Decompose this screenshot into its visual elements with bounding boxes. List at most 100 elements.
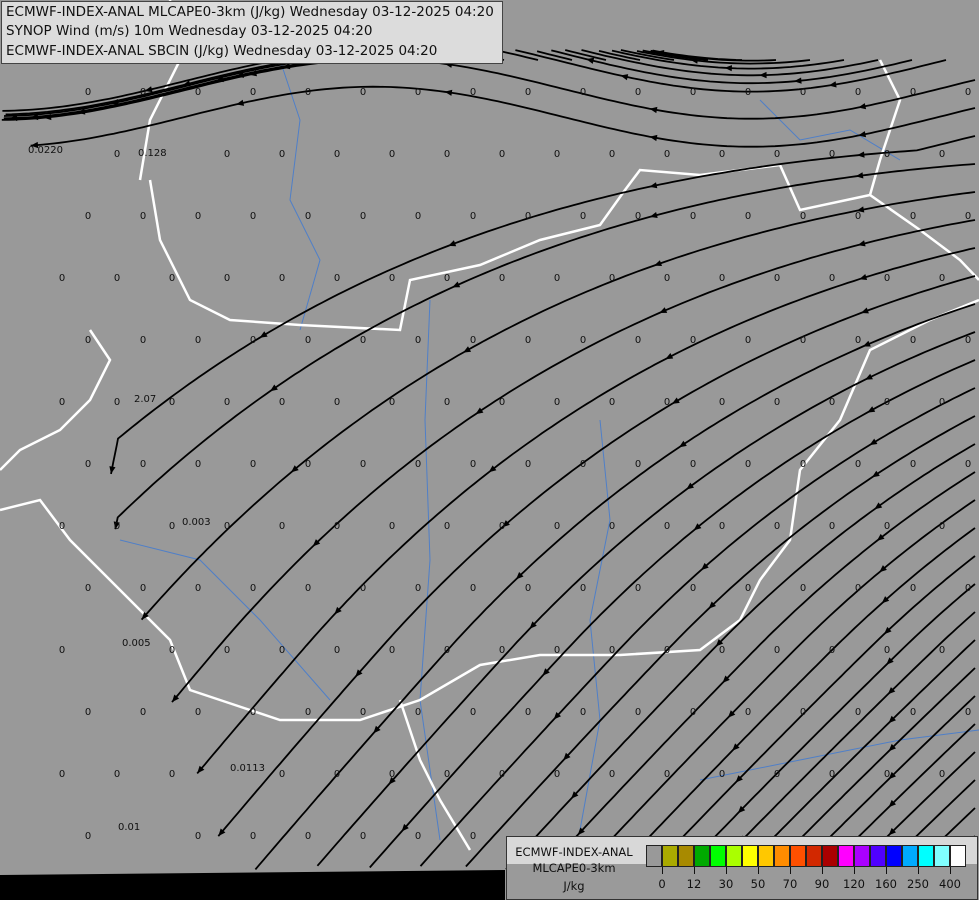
sbcin-label: 0 — [415, 211, 421, 222]
streamline-arrow — [722, 675, 730, 683]
sbcin-label: 0 — [59, 397, 65, 408]
sbcin-label: 0 — [169, 397, 175, 408]
sbcin-label: 0 — [195, 459, 201, 470]
river — [759, 99, 901, 161]
sbcin-label: 0 — [279, 645, 285, 656]
sbcin-label: 0 — [169, 769, 175, 780]
river — [419, 299, 441, 841]
sbcin-label: 0.01 — [118, 822, 140, 833]
streamline — [564, 49, 607, 61]
streamline-arrow — [671, 397, 680, 404]
sbcin-label: 0 — [85, 583, 91, 594]
sbcin-label: 0 — [664, 273, 670, 284]
sbcin-label: 0 — [800, 87, 806, 98]
sbcin-label: 0 — [609, 645, 615, 656]
sbcin-label: 0 — [745, 583, 751, 594]
legend-tick — [790, 867, 791, 874]
sbcin-label: 0 — [910, 87, 916, 98]
sbcin-label: 0 — [305, 335, 311, 346]
sbcin-label: 0 — [114, 273, 120, 284]
sbcin-label: 0 — [59, 273, 65, 284]
sbcin-label: 0 — [690, 707, 696, 718]
legend-tick — [886, 867, 887, 874]
legend-tick — [694, 867, 695, 874]
streamline — [217, 275, 976, 837]
sbcin-label: 0 — [554, 397, 560, 408]
sbcin-label: 0.0220 — [28, 145, 63, 156]
streamline — [496, 49, 539, 61]
sbcin-label: 2.07 — [134, 394, 156, 405]
sbcin-label: 0 — [525, 87, 531, 98]
streamline-arrow — [656, 50, 665, 57]
sbcin-label: 0 — [360, 583, 366, 594]
streamline-arrow — [77, 108, 86, 115]
sbcin-label: 0 — [829, 521, 835, 532]
river — [579, 419, 611, 831]
streamline — [768, 667, 976, 871]
sbcin-label: 0 — [635, 583, 641, 594]
sbcin-label: 0 — [415, 583, 421, 594]
sbcin-label: 0 — [855, 459, 861, 470]
sbcin-label: 0 — [470, 831, 476, 842]
sbcin-label: 0 — [690, 459, 696, 470]
sbcin-label: 0.128 — [138, 148, 167, 159]
sbcin-label: 0 — [389, 149, 395, 160]
sbcin-label: 0 — [334, 521, 340, 532]
sbcin-label: 0 — [305, 583, 311, 594]
streamline — [196, 247, 976, 774]
sbcin-label: 0 — [719, 273, 725, 284]
streamline-arrow — [879, 565, 887, 573]
streamline-arrow — [724, 65, 732, 72]
sbcin-label: 0 — [609, 149, 615, 160]
sbcin-label: 0 — [250, 831, 256, 842]
streamline-arrow — [30, 141, 39, 149]
streamline-arrow — [855, 172, 864, 179]
streamline-arrow — [794, 77, 802, 84]
legend-swatch — [822, 845, 838, 867]
sbcin-label: 0 — [774, 521, 780, 532]
sbcin-label: 0 — [910, 459, 916, 470]
sbcin-value-labels: 0 0 0 0 0 0 0 0 0 0 0 0 0 0 0 0 0 0 0 0 0 0 0 0 0 0 0 0 0 0 0 0 0 0 0 0 0 0 0 0… — [28, 87, 971, 842]
sbcin-label: 0 — [774, 397, 780, 408]
sbcin-label: 0 — [85, 211, 91, 222]
sbcin-label: 0 — [444, 149, 450, 160]
sbcin-label: 0 — [279, 397, 285, 408]
legend-tick — [918, 867, 919, 874]
sbcin-label: 0 — [774, 645, 780, 656]
legend-swatch — [678, 845, 694, 867]
legend-swatch — [806, 845, 822, 867]
sbcin-label: 0 — [334, 273, 340, 284]
streamline-arrow — [737, 805, 746, 814]
wind-streamlines — [1, 48, 976, 871]
streamline-arrow — [727, 710, 736, 718]
streamline — [114, 163, 976, 530]
sbcin-label: 0 — [250, 335, 256, 346]
sbcin-label: 0 — [499, 149, 505, 160]
country-border — [398, 699, 472, 851]
sbcin-label: 0 — [470, 87, 476, 98]
streamline-arrow — [884, 626, 892, 635]
streamline-arrow — [172, 694, 180, 703]
sbcin-label: 0 — [609, 769, 615, 780]
sbcin-label: 0 — [470, 583, 476, 594]
sbcin-label: 0 — [140, 211, 146, 222]
sbcin-label: 0 — [800, 335, 806, 346]
streamline-arrow — [448, 240, 457, 247]
streamline-arrow — [218, 828, 226, 837]
sbcin-label: 0 — [910, 583, 916, 594]
sbcin-label: 0 — [470, 335, 476, 346]
streamline — [551, 49, 913, 85]
sbcin-label: 0 — [719, 397, 725, 408]
sbcin-label: 0 — [169, 645, 175, 656]
streamline — [636, 50, 811, 65]
sbcin-label: 0 — [635, 335, 641, 346]
sbcin-label: 0 — [609, 273, 615, 284]
sbcin-label: 0 — [59, 769, 65, 780]
sbcin-label: 0 — [554, 769, 560, 780]
streamline-arrow — [282, 63, 291, 70]
streamline — [110, 135, 976, 475]
country-border — [148, 163, 979, 332]
sbcin-label: 0 — [719, 521, 725, 532]
streamline — [316, 331, 976, 867]
streamline-arrow — [529, 621, 537, 629]
